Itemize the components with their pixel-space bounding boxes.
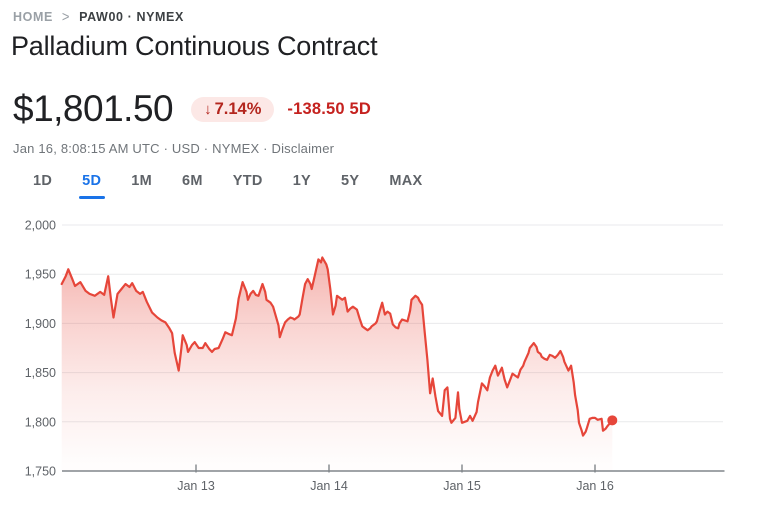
tab-5y[interactable]: 5Y [341, 173, 360, 189]
y-axis-label: 1,800 [25, 415, 56, 429]
price-line [60, 256, 614, 437]
breadcrumb: HOME > PAW00 · NYMEX [13, 7, 184, 26]
price-chart-svg[interactable]: 2,000 1,950 1,900 1,850 1,800 1,750 Jan 13 Jan … [0, 213, 778, 515]
last-price-dot [607, 415, 618, 426]
tab-6m[interactable]: 6M [182, 173, 203, 189]
price-area-fill [61, 257, 613, 471]
breadcrumb-symbol: PAW00 · NYMEX [79, 9, 184, 24]
x-axis-label: Jan 14 [310, 479, 348, 493]
y-axis-label: 1,950 [25, 268, 56, 282]
price-chart: 2,000 1,950 1,900 1,850 1,800 1,750 Jan 13 Jan … [0, 213, 778, 515]
quote-meta: Jan 16, 8:08:15 AM UTC · USD · NYMEX · D… [13, 141, 335, 156]
y-axis-label: 1,750 [25, 465, 56, 479]
tab-5d[interactable]: 5D [67, 171, 116, 191]
percent-change-value: 7.14% [214, 99, 262, 118]
down-arrow-icon: ↓ [204, 100, 212, 118]
y-axis-label: 2,000 [25, 219, 56, 233]
chevron-right-icon: > [61, 7, 71, 26]
tab-1y[interactable]: 1Y [292, 173, 312, 189]
x-axis-label: Jan 15 [443, 479, 481, 493]
breadcrumb-home-link[interactable]: HOME [13, 9, 53, 24]
absolute-change: -138.50 5D [287, 99, 372, 118]
current-price: $1,801.50 [13, 88, 174, 129]
tab-1m[interactable]: 1M [131, 173, 153, 189]
y-axis-label: 1,900 [25, 317, 56, 331]
tab-ytd[interactable]: YTD [232, 173, 263, 189]
tab-1d[interactable]: 1D [33, 173, 53, 189]
price-row: $1,801.50 ↓ 7.14% -138.50 5D [13, 88, 371, 130]
tab-max[interactable]: MAX [389, 173, 423, 189]
percent-change-badge: ↓ 7.14% [191, 96, 275, 122]
x-axis-label: Jan 13 [177, 479, 215, 493]
x-axis-label: Jan 16 [576, 479, 614, 493]
y-axis-label: 1,850 [25, 366, 56, 380]
range-tabs: 1D 5D 1M 6M YTD 1Y 5Y MAX [18, 171, 438, 191]
page-title: Palladium Continuous Contract [11, 31, 378, 61]
